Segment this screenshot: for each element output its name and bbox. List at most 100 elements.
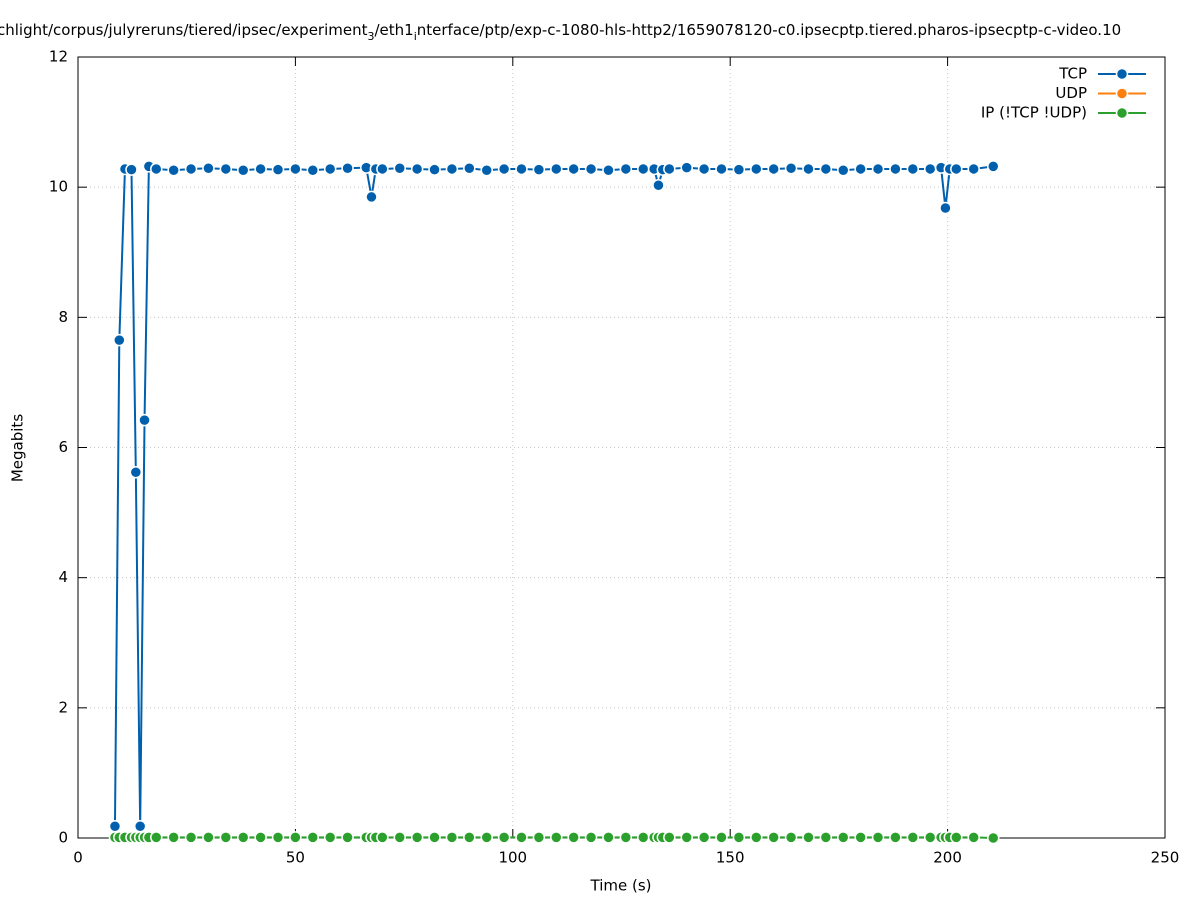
data-point: [906, 831, 920, 844]
title-part: chlight/corpus/julyreruns/tiered/ipsec/e…: [0, 21, 368, 39]
x-tick-label: 50: [286, 849, 305, 867]
data-point: [819, 831, 833, 844]
data-point: [323, 162, 337, 176]
data-point: [732, 163, 746, 176]
data-point: [652, 178, 665, 192]
data-point: [889, 162, 902, 176]
x-tick-label: 250: [1151, 849, 1180, 867]
data-point: [463, 831, 476, 844]
data-point: [663, 162, 676, 176]
data-point: [428, 831, 441, 844]
data-point: [602, 831, 615, 844]
data-point: [480, 831, 493, 844]
legend-label: UDP: [1055, 84, 1087, 102]
y-tick-label: 12: [49, 48, 68, 66]
data-point: [125, 163, 138, 176]
data-point: [802, 162, 815, 176]
y-axis-label: Megabits: [9, 414, 27, 482]
y-tick-label: 0: [58, 829, 68, 847]
data-point: [410, 162, 424, 176]
data-point: [584, 831, 598, 844]
data-point: [732, 831, 746, 844]
data-point: [393, 162, 407, 175]
data-point: [167, 831, 180, 844]
data-point: [950, 162, 963, 176]
title-part: /eth1: [374, 21, 413, 39]
data-point: [108, 820, 122, 833]
data-point: [532, 163, 546, 176]
data-point: [697, 162, 711, 176]
data-point: [445, 831, 459, 844]
data-point: [680, 161, 693, 174]
legend-marker: [1115, 87, 1129, 100]
data-point: [445, 162, 459, 176]
data-point: [271, 831, 285, 844]
data-point: [289, 162, 302, 176]
data-point: [784, 162, 798, 175]
x-tick-label: 100: [498, 849, 527, 867]
data-point: [750, 162, 763, 176]
data-point: [767, 831, 780, 844]
data-point: [663, 831, 676, 844]
data-point: [515, 162, 528, 176]
y-tick-label: 6: [58, 438, 68, 456]
y-tick-label: 2: [58, 698, 68, 716]
data-point: [854, 162, 867, 176]
data-point: [550, 162, 563, 176]
data-point: [923, 831, 937, 844]
data-point: [636, 831, 650, 844]
data-point: [202, 831, 215, 844]
data-point: [497, 831, 511, 844]
data-point: [133, 820, 147, 833]
data-point: [715, 162, 728, 176]
chart-title: chlight/corpus/julyreruns/tiered/ipsec/e…: [0, 21, 1121, 43]
data-point: [871, 162, 885, 176]
data-point: [854, 831, 867, 844]
data-point: [138, 413, 151, 427]
legend-label: IP (!TCP !UDP): [981, 104, 1087, 122]
data-point: [939, 201, 952, 215]
data-point: [567, 162, 580, 176]
data-point: [184, 162, 198, 176]
x-axis-label: Time (s): [590, 877, 652, 895]
data-point: [767, 162, 780, 176]
data-point: [254, 162, 267, 176]
data-point: [967, 162, 980, 176]
data-point: [697, 831, 711, 844]
data-point: [306, 831, 320, 844]
data-point: [271, 163, 285, 176]
data-point: [306, 163, 320, 177]
data-point: [129, 465, 143, 479]
data-point: [819, 162, 833, 176]
data-point: [950, 831, 963, 844]
data-point: [923, 162, 937, 176]
data-point: [836, 163, 850, 177]
data-point: [871, 831, 885, 844]
data-point: [515, 831, 528, 844]
data-point: [236, 163, 250, 177]
data-point: [289, 831, 302, 844]
title-part: nterface/ptp/exp-c-1080-hls-http2/165907…: [417, 21, 1121, 39]
legend-label: TCP: [1058, 65, 1087, 83]
data-point: [219, 162, 233, 176]
data-point: [889, 831, 902, 844]
data-point: [236, 831, 250, 844]
y-tick-label: 10: [49, 178, 68, 196]
series-line: [113, 164, 994, 827]
title-part: i: [414, 30, 417, 43]
data-point: [428, 163, 441, 176]
legend-marker: [1115, 106, 1129, 120]
data-point: [376, 162, 389, 176]
y-tick-label: 8: [58, 308, 68, 326]
legend-marker: [1115, 67, 1129, 81]
data-point: [480, 163, 493, 177]
data-point: [202, 162, 215, 175]
data-point: [341, 162, 354, 175]
data-point: [567, 831, 580, 844]
data-point: [784, 831, 798, 844]
data-point: [167, 163, 180, 177]
data-point: [636, 162, 650, 176]
data-point: [410, 831, 424, 844]
